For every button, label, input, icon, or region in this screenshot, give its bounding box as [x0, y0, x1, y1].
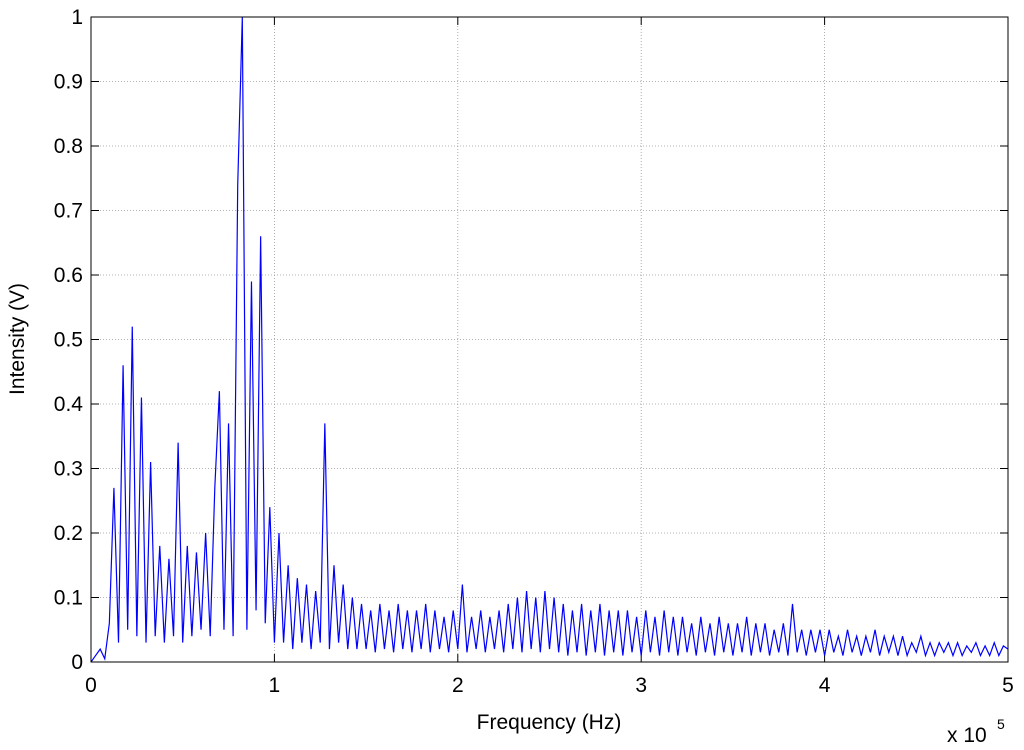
y-tick-label: 0.8 — [54, 135, 83, 158]
y-tick-label: 0.5 — [54, 329, 83, 352]
y-tick-label: 0.3 — [54, 458, 83, 481]
plot-frame — [90, 16, 1009, 663]
x-tick-label: 2 — [452, 674, 464, 697]
y-tick-label: 0.1 — [54, 587, 83, 610]
y-tick-label: 0.9 — [54, 71, 83, 94]
spectrum-line — [90, 16, 1009, 663]
x-tick-label: 5 — [1002, 674, 1014, 697]
x-multiplier: x 10 — [947, 724, 987, 747]
x-axis-label: Frequency (Hz) — [477, 711, 622, 734]
x-tick-label: 0 — [85, 674, 97, 697]
y-tick-label: 0.6 — [54, 264, 83, 287]
y-axis-label: Intensity (V) — [6, 283, 29, 395]
y-tick-label: 0.2 — [54, 522, 83, 545]
y-tick-label: 0.7 — [54, 200, 83, 223]
y-tick-label: 0.4 — [54, 393, 84, 416]
y-tick-label: 0 — [71, 651, 83, 674]
x-multiplier-exponent: 5 — [997, 716, 1005, 732]
x-tick-label: 3 — [635, 674, 647, 697]
y-tick-label: 1 — [71, 6, 83, 29]
x-tick-label: 1 — [269, 674, 281, 697]
x-tick-label: 4 — [819, 674, 831, 697]
